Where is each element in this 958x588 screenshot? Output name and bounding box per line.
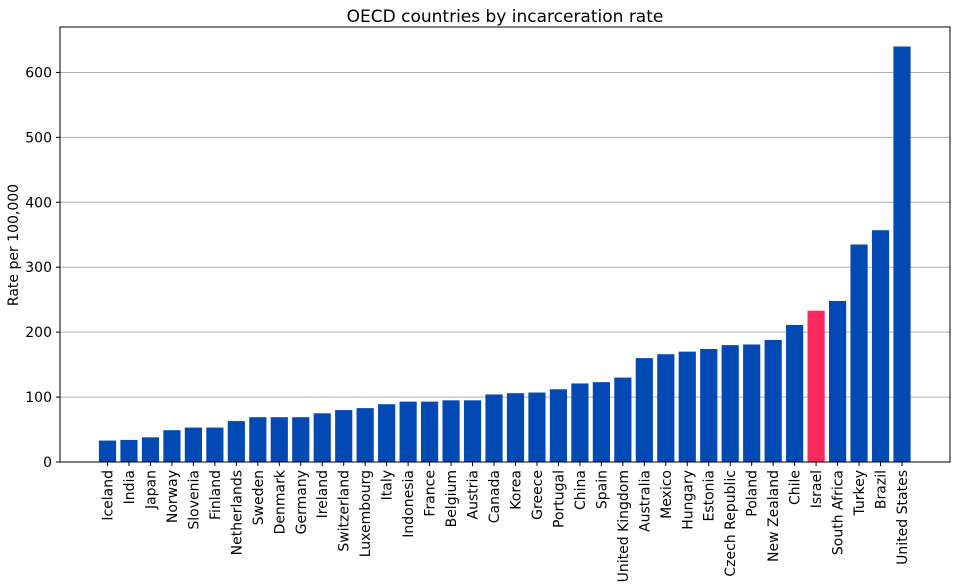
- y-axis: 0 100 200 300 400 500 600: [25, 65, 60, 471]
- x-tick-label: Turkey: [852, 470, 868, 517]
- bar-iceland: [98, 440, 117, 462]
- bars: [98, 46, 911, 463]
- x-tick-label: France: [423, 470, 439, 517]
- bar-germany: [292, 417, 310, 462]
- bar-south-africa: [828, 300, 847, 462]
- y-tick-label: 300: [25, 260, 52, 276]
- x-tick-label: Korea: [508, 470, 524, 510]
- bar-brazil: [871, 230, 890, 462]
- bar-denmark: [270, 417, 288, 462]
- bar-netherlands: [227, 421, 245, 462]
- bar-hungary: [678, 351, 696, 462]
- y-tick-label: 100: [25, 390, 52, 406]
- bar-canada: [485, 394, 503, 462]
- bar-ireland: [313, 413, 331, 462]
- bar-china: [571, 383, 589, 462]
- x-tick-label: United Kingdom: [616, 470, 632, 582]
- bar-austria: [463, 400, 482, 462]
- chart-title: OECD countries by incarceration rate: [347, 7, 664, 27]
- x-tick-label: Australia: [637, 470, 653, 532]
- x-tick-label: Chile: [788, 470, 804, 505]
- x-tick-label: United States: [895, 470, 911, 565]
- y-tick-label: 500: [25, 130, 52, 146]
- bar-czech-republic: [721, 345, 739, 462]
- bar-united-kingdom: [614, 377, 632, 462]
- bar-sweden: [249, 417, 267, 462]
- bar-new-zealand: [764, 339, 782, 462]
- x-tick-label: Finland: [208, 470, 224, 520]
- bar-turkey: [850, 244, 868, 462]
- x-tick-label: Japan: [143, 470, 159, 510]
- x-tick-label: Mexico: [659, 470, 675, 519]
- x-tick-label: Denmark: [272, 469, 288, 534]
- x-tick-label: India: [122, 470, 138, 504]
- bar-korea: [506, 393, 525, 462]
- x-tick-label: Norway: [165, 470, 181, 523]
- x-tick-label: Luxembourg: [358, 470, 374, 557]
- bar-israel: [807, 310, 825, 462]
- x-tick-label: Brazil: [874, 470, 890, 509]
- y-axis-label: Rate per 100,000: [6, 184, 22, 306]
- y-tick-label: 400: [25, 195, 52, 211]
- bar-luxembourg: [356, 408, 374, 462]
- bar-italy: [378, 404, 396, 462]
- x-tick-label: Ireland: [315, 470, 331, 518]
- x-tick-label: Greece: [530, 470, 546, 520]
- bar-estonia: [700, 349, 718, 462]
- y-tick-label: 0: [43, 455, 52, 471]
- bar-spain: [592, 382, 610, 462]
- bar-india: [120, 439, 138, 462]
- x-tick-label: Indonesia: [401, 470, 417, 538]
- x-tick-label: Switzerland: [337, 470, 353, 552]
- x-tick-label: Israel: [809, 470, 825, 508]
- x-tick-label: Poland: [745, 470, 761, 517]
- x-tick-label: Iceland: [101, 470, 117, 521]
- x-tick-label: China: [573, 470, 589, 510]
- x-tick-label: Spain: [594, 470, 610, 509]
- x-tick-label: Netherlands: [229, 470, 245, 555]
- bar-portugal: [549, 389, 568, 462]
- x-tick-label: New Zealand: [766, 470, 782, 562]
- bar-indonesia: [399, 401, 417, 462]
- x-tick-label: Italy: [380, 470, 396, 500]
- x-tick-label: Portugal: [551, 470, 567, 528]
- y-tick-label: 200: [25, 325, 52, 341]
- x-tick-label: Belgium: [444, 470, 460, 527]
- bar-france: [421, 401, 439, 462]
- bar-slovenia: [184, 427, 202, 462]
- x-tick-label: South Africa: [831, 470, 847, 555]
- bar-poland: [743, 344, 761, 462]
- bar-belgium: [442, 400, 460, 462]
- x-tick-label: Austria: [466, 470, 482, 519]
- bar-japan: [141, 437, 160, 462]
- bar-norway: [163, 430, 181, 462]
- bar-switzerland: [335, 410, 353, 462]
- bar-mexico: [657, 354, 675, 462]
- x-tick-label: Slovenia: [186, 470, 202, 530]
- x-tick-label: Estonia: [702, 470, 718, 522]
- x-tick-label: Germany: [294, 470, 310, 534]
- x-tick-label: Canada: [487, 470, 503, 523]
- bar-chile: [786, 325, 804, 462]
- x-tick-label: Sweden: [251, 470, 267, 525]
- x-tick-label: Czech Republic: [723, 470, 739, 577]
- bar-greece: [528, 392, 546, 462]
- bar-australia: [635, 358, 653, 462]
- y-tick-label: 600: [25, 65, 52, 81]
- bar-finland: [206, 427, 224, 462]
- x-axis: Iceland India Japan Norway Slovenia Finland Ne…: [101, 462, 911, 582]
- plot-frame: [59, 26, 951, 463]
- bar-united-states: [893, 46, 911, 463]
- x-tick-label: Hungary: [680, 470, 696, 530]
